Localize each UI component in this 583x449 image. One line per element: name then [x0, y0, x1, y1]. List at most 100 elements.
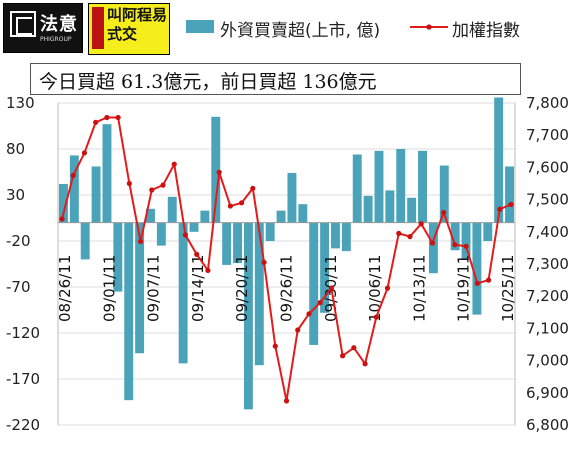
- bar: [189, 222, 199, 232]
- index-point: [340, 353, 346, 359]
- bar: [211, 116, 221, 223]
- index-point: [239, 200, 245, 206]
- x-tick-label: 10/06/11: [366, 255, 384, 322]
- index-point: [283, 398, 290, 404]
- logo-bar-icon: [92, 7, 104, 49]
- index-point: [227, 203, 233, 209]
- y-right-tick-label: 7,400: [526, 223, 569, 241]
- index-point: [328, 285, 334, 291]
- index-point: [171, 161, 177, 167]
- bar: [418, 150, 427, 223]
- index-point: [81, 150, 88, 156]
- legend-bar-swatch: [186, 20, 214, 33]
- index-point: [194, 251, 200, 257]
- index-point: [485, 277, 492, 283]
- y-right-tick-label: 7,300: [526, 255, 569, 273]
- bar: [222, 222, 232, 265]
- bar: [461, 222, 471, 260]
- y-right-tick-label: 7,200: [526, 287, 569, 305]
- phigroup-logo: 法意 PHIGROUP: [3, 3, 83, 53]
- y-left-tick-label: -70: [6, 278, 31, 296]
- index-point: [407, 234, 413, 240]
- bar: [352, 154, 362, 223]
- legend-bar-label: 外資買賣超(上市, 億): [220, 21, 381, 41]
- y-right-tick-label: 7,000: [526, 352, 569, 370]
- y-left-tick-label: -120: [6, 324, 40, 342]
- x-tick-label: 10/13/11: [410, 255, 428, 322]
- index-point: [205, 267, 211, 274]
- bar: [363, 195, 373, 223]
- bar: [167, 196, 177, 223]
- index-point: [70, 172, 76, 179]
- bar: [320, 222, 330, 313]
- bar: [265, 222, 275, 241]
- index-point: [182, 232, 189, 238]
- x-tick-label: 09/14/11: [189, 255, 207, 322]
- bar: [156, 222, 166, 246]
- index-point: [463, 243, 469, 249]
- bar: [341, 222, 351, 252]
- y-right-tick-label: 7,600: [526, 158, 569, 176]
- index-point: [418, 221, 424, 227]
- index-point: [317, 300, 323, 306]
- bar: [331, 222, 340, 249]
- bar: [450, 222, 460, 251]
- y-right-tick-label: 7,100: [526, 319, 569, 337]
- bar: [69, 155, 79, 223]
- bar: [396, 149, 406, 223]
- y-left-tick-label: 30: [6, 186, 25, 204]
- logo-subtext: PHIGROUP: [40, 36, 72, 43]
- index-point: [441, 209, 447, 216]
- y-left-tick-label: -20: [6, 232, 31, 250]
- chart-title: 今日買超 61.3億元，前日買超 136億元: [39, 71, 377, 93]
- index-point: [384, 285, 391, 291]
- index-point: [452, 242, 458, 248]
- x-tick-label: 09/07/11: [145, 255, 163, 322]
- y-right-tick-label: 7,700: [526, 126, 569, 144]
- bar: [472, 222, 482, 315]
- logo-mark-icon: [10, 11, 36, 37]
- chart-title-box: 今日買超 61.3億元，前日買超 136億元: [30, 63, 521, 95]
- index-point: [508, 201, 514, 208]
- x-tick-label: 09/20/11: [233, 255, 251, 322]
- index-point: [362, 361, 368, 367]
- legend-line-label: 加權指數: [452, 21, 520, 41]
- bar: [233, 222, 242, 264]
- bar: [243, 222, 253, 410]
- index-point: [250, 185, 256, 191]
- x-tick-label: 10/19/11: [455, 255, 473, 322]
- index-point: [115, 114, 121, 121]
- bar: [58, 183, 68, 223]
- bar: [146, 208, 155, 223]
- index-point: [137, 238, 144, 245]
- index-point: [429, 240, 436, 246]
- index-point: [474, 280, 480, 286]
- y-left-tick-label: -170: [6, 370, 40, 388]
- index-point: [272, 343, 278, 349]
- index-point: [497, 206, 503, 212]
- y-left-tick-label: 130: [6, 94, 35, 112]
- bar: [80, 222, 90, 260]
- bar: [309, 222, 319, 345]
- index-point: [261, 259, 267, 265]
- index-point: [373, 314, 379, 320]
- index-point: [351, 345, 357, 351]
- bar: [407, 197, 417, 223]
- x-tick-label: 09/26/11: [278, 255, 296, 322]
- bar: [124, 222, 134, 401]
- bar: [374, 150, 384, 223]
- x-tick-label: 10/25/11: [499, 255, 517, 322]
- bar: [505, 166, 515, 223]
- program-trading-logo: 叫阿程易式交: [88, 3, 170, 55]
- y-left-tick-label: 80: [6, 140, 25, 158]
- bar: [439, 165, 449, 223]
- index-point: [104, 114, 110, 121]
- x-tick-label: 09/01/11: [100, 255, 118, 322]
- index-point: [160, 182, 166, 188]
- bar: [276, 210, 286, 223]
- y-right-tick-label: 6,900: [526, 384, 569, 402]
- index-point: [306, 311, 312, 317]
- bar: [298, 204, 308, 223]
- index-point: [59, 216, 65, 222]
